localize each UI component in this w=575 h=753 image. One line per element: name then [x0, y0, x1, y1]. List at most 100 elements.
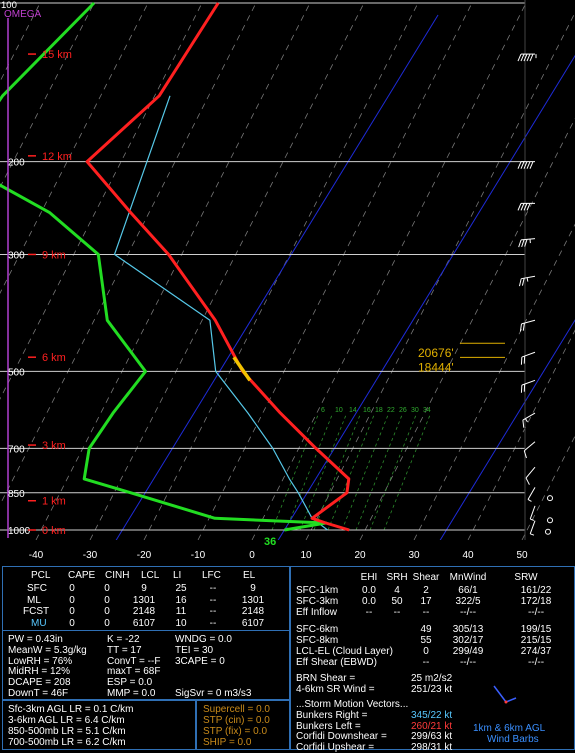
pressure-tick-label: 300 [8, 250, 25, 261]
pressure-tick-label: 700 [8, 444, 25, 455]
shear-table-cell: 172/18 [521, 596, 552, 607]
barb-flag [519, 279, 521, 286]
wind-barb [518, 162, 535, 169]
parcel-table-cell: -- [210, 618, 217, 629]
temperature-tick-label: -40 [29, 550, 44, 561]
height-label: 0 km [42, 525, 66, 537]
mixing-ratio-line [370, 415, 416, 530]
storm-motion-value: 260/21 kt [411, 721, 452, 732]
hodograph-line [494, 686, 506, 702]
mixing-ratio-label: 18 [375, 407, 383, 414]
barb-flag [522, 240, 524, 247]
temperature-tick-label: -30 [83, 550, 98, 561]
shear-table-cell: -- [366, 607, 373, 618]
parcel-table-cell: 1301 [133, 595, 155, 606]
storm-motion-value: 299/63 kt [411, 731, 452, 742]
index-value: MMP = 0.0 [107, 688, 155, 699]
surface-value-label: 36 [264, 536, 276, 548]
shear-row-label: SFC-3km [296, 596, 338, 607]
barb-staff [524, 442, 535, 451]
hodograph-line [506, 698, 516, 702]
barb-flag [522, 278, 524, 285]
shear-table-cell: --/-- [528, 657, 544, 668]
index-value: ConvT = --F [107, 656, 160, 667]
shear-table-cell: 50 [391, 596, 402, 607]
parcel-table-cell: 10 [175, 618, 186, 629]
lapse-rate-value: Sfc-3km AGL LR = 0.1 C/km [8, 704, 134, 715]
lapse-rate-value: 3-6km AGL LR = 6.4 C/km [8, 715, 125, 726]
height-label: 15 km [42, 49, 72, 61]
shear-row-label: SFC-6km [296, 624, 338, 635]
pressure-tick-label: 500 [8, 367, 25, 378]
mixing-ratio-label: 26 [399, 407, 407, 414]
storm-motion-title: ...Storm Motion Vectors... [296, 699, 408, 710]
height-label: 1 km [42, 496, 66, 508]
shear-table-cell: --/-- [460, 657, 476, 668]
barb-staff [530, 506, 535, 519]
parcel-table-header: CINH [105, 570, 129, 581]
barb-half-flag [525, 419, 527, 422]
parcel-table-header: LCL [141, 570, 159, 581]
storm-motion-label: Bunkers Right = [296, 710, 367, 721]
index-value: TT = 17 [107, 645, 142, 656]
composite-index-value: STP (fix) = 0.0 [203, 726, 267, 737]
parcel-type-label: FCST [23, 606, 49, 617]
index-value: DCAPE = 208 [8, 677, 71, 688]
shear-table-cell: 274/37 [521, 646, 552, 657]
temperature-trace [87, 3, 349, 530]
wind-barbs [518, 54, 553, 535]
temperature-tick-label: -10 [191, 550, 206, 561]
parcel-divider [3, 630, 289, 631]
parcel-table-cell: -- [210, 583, 217, 594]
shear-row-label: SFC-8km [296, 635, 338, 646]
sr-wind-label: 4-6km SR Wind = [296, 684, 375, 695]
level-marker-label: 20676' [418, 346, 454, 360]
mixing-ratio-line [328, 415, 374, 530]
brn-label: BRN Shear = [296, 673, 355, 684]
index-value: maxT = 68F [107, 666, 160, 677]
parcel-table-cell: 1301 [242, 595, 264, 606]
parcel-table-cell: 0 [104, 583, 110, 594]
parcel-type-label: SFC [27, 583, 47, 594]
shear-table-header: MnWind [450, 572, 487, 583]
shear-table-cell: --/-- [460, 607, 476, 618]
calm-wind-circle [548, 518, 553, 523]
parcel-table-cell: 2148 [133, 606, 155, 617]
isotherm [414, 3, 575, 540]
parcel-type-label: MU [31, 618, 47, 629]
lapse-rate-value: 700-500mb LR = 6.2 C/km [8, 737, 126, 748]
reference-line [266, 15, 575, 560]
parcel-table-cell: 25 [175, 583, 186, 594]
shear-row-label: Eff Shear (EBWD) [296, 657, 377, 668]
barb-flag [530, 162, 533, 169]
mixing-ratio-label: 34 [423, 407, 431, 414]
shear-row-label: LCL-EL (Cloud Layer) [296, 646, 393, 657]
barb-flag [518, 203, 521, 210]
barb-flag [527, 162, 530, 169]
parcel-table-cell: 0 [104, 618, 110, 629]
isotherm [0, 3, 40, 540]
shear-table-header: SRW [514, 572, 537, 583]
mixing-ratio-label: 30 [411, 407, 419, 414]
parcel-table-cell: 2148 [242, 606, 264, 617]
hodograph-caption: 1km & 6km AGL [473, 723, 545, 734]
parcel-table-header: CAPE [68, 570, 95, 581]
shear-row-label: SFC-1km [296, 585, 338, 596]
storm-motion-value: 345/22 kt [411, 710, 452, 721]
mixing-ratio-label: 10 [335, 407, 343, 414]
storm-motion-value: 298/31 kt [411, 742, 452, 753]
pressure-tick-label: 850 [8, 489, 25, 500]
mixing-ratio-line [300, 415, 346, 530]
shear-table-cell: 4 [394, 585, 400, 596]
parcel-table-header: EL [243, 570, 255, 581]
barb-flag [518, 54, 521, 61]
isotherm [90, 3, 364, 540]
composite-index-value: Supercell = 0.0 [203, 704, 270, 715]
parcel-type-label: ML [27, 595, 41, 606]
isotherm [252, 3, 526, 540]
calm-wind-circle [546, 529, 551, 534]
